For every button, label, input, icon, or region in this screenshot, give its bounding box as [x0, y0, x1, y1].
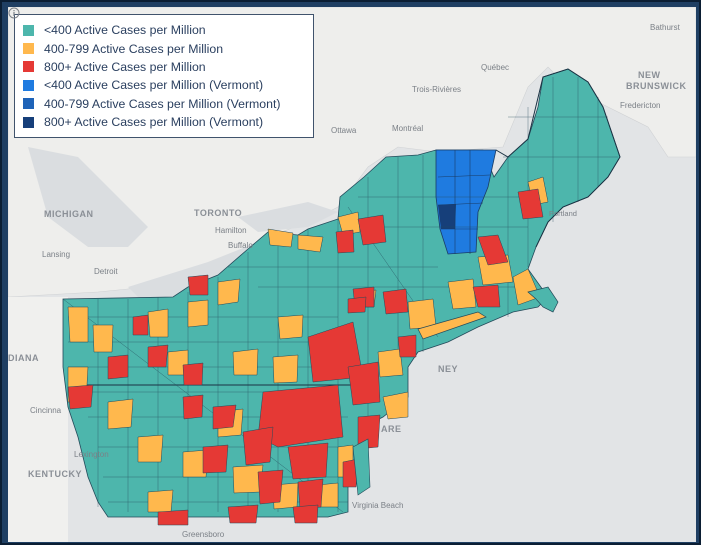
label-indiana: DIANA	[8, 353, 39, 363]
label-new-brunswick-1: NEW	[638, 70, 661, 80]
label-michigan: MICHIGAN	[44, 209, 94, 219]
delmarva-coast	[352, 438, 371, 496]
label-lansing: Lansing	[42, 250, 71, 259]
label-kentucky: KENTUCKY	[28, 469, 83, 479]
map-legend: <400 Active Cases per Million 400-799 Ac…	[14, 14, 314, 138]
cape-cod	[527, 286, 559, 313]
info-icon[interactable]	[8, 7, 20, 19]
legend-label: 800+ Active Cases per Million (Vermont)	[44, 115, 264, 130]
label-lexington: Lexington	[74, 450, 109, 459]
legend-item-vt-mid[interactable]: 400-799 Active Cases per Million (Vermon…	[23, 95, 313, 113]
legend-label: 400-799 Active Cases per Million (Vermon…	[44, 96, 281, 111]
label-detroit: Detroit	[94, 267, 118, 276]
legend-swatch	[23, 98, 34, 110]
maine-nh-border	[495, 68, 621, 248]
map-canvas[interactable]	[8, 7, 696, 542]
legend-label: 400-799 Active Cases per Million	[44, 41, 224, 56]
legend-item-vt-high[interactable]: 800+ Active Cases per Million (Vermont)	[23, 113, 313, 131]
label-quebec: Québec	[481, 63, 510, 72]
lake-erie	[128, 242, 258, 307]
label-cincinnati: Cincinna	[30, 406, 62, 415]
legend-swatch	[23, 79, 34, 91]
legend-label: <400 Active Cases per Million (Vermont)	[44, 78, 264, 93]
legend-swatch	[23, 61, 34, 73]
legend-swatch	[23, 43, 34, 55]
lake-huron	[28, 147, 148, 247]
county-choropleth-map[interactable]: Bathurst NEW BRUNSWICK Québec Trois-Rivi…	[8, 7, 696, 542]
label-hamilton: Hamilton	[215, 226, 247, 235]
legend-swatch	[23, 116, 34, 128]
legend-item-high[interactable]: 800+ Active Cases per Million	[23, 58, 313, 76]
label-toronto: TORONTO	[194, 208, 243, 218]
atlantic-ocean	[348, 227, 696, 542]
label-montreal: Montréal	[392, 124, 424, 133]
label-trois-rivieres: Trois-Rivières	[412, 85, 462, 94]
label-virginia-beach: Virginia Beach	[352, 501, 404, 510]
label-fredericton: Fredericton	[620, 101, 661, 110]
legend-swatch	[23, 24, 34, 36]
legend-item-vt-low[interactable]: <400 Active Cases per Million (Vermont)	[23, 76, 313, 94]
vermont-county-lines	[437, 150, 491, 254]
label-ottawa: Ottawa	[331, 126, 357, 135]
label-are: ARE	[381, 424, 402, 434]
label-bathurst: Bathurst	[650, 23, 680, 32]
long-island	[417, 311, 487, 340]
counties-400-799	[67, 176, 549, 513]
counties-800-plus	[67, 188, 544, 526]
label-greensboro: Greensboro	[182, 530, 225, 539]
lake-ontario	[238, 202, 338, 232]
legend-label: <400 Active Cases per Million	[44, 23, 206, 38]
legend-item-low[interactable]: <400 Active Cases per Million	[23, 21, 313, 39]
us-land-west	[8, 297, 68, 542]
label-new-brunswick-2: BRUNSWICK	[626, 81, 687, 91]
vermont-county-dark	[438, 204, 456, 229]
legend-item-mid[interactable]: 400-799 Active Cases per Million	[23, 39, 313, 57]
label-ney: NEY	[438, 364, 459, 374]
label-portland: Portland	[549, 209, 577, 218]
legend-label: 800+ Active Cases per Million	[44, 59, 206, 74]
label-buffalo: Buffalo	[228, 241, 253, 250]
